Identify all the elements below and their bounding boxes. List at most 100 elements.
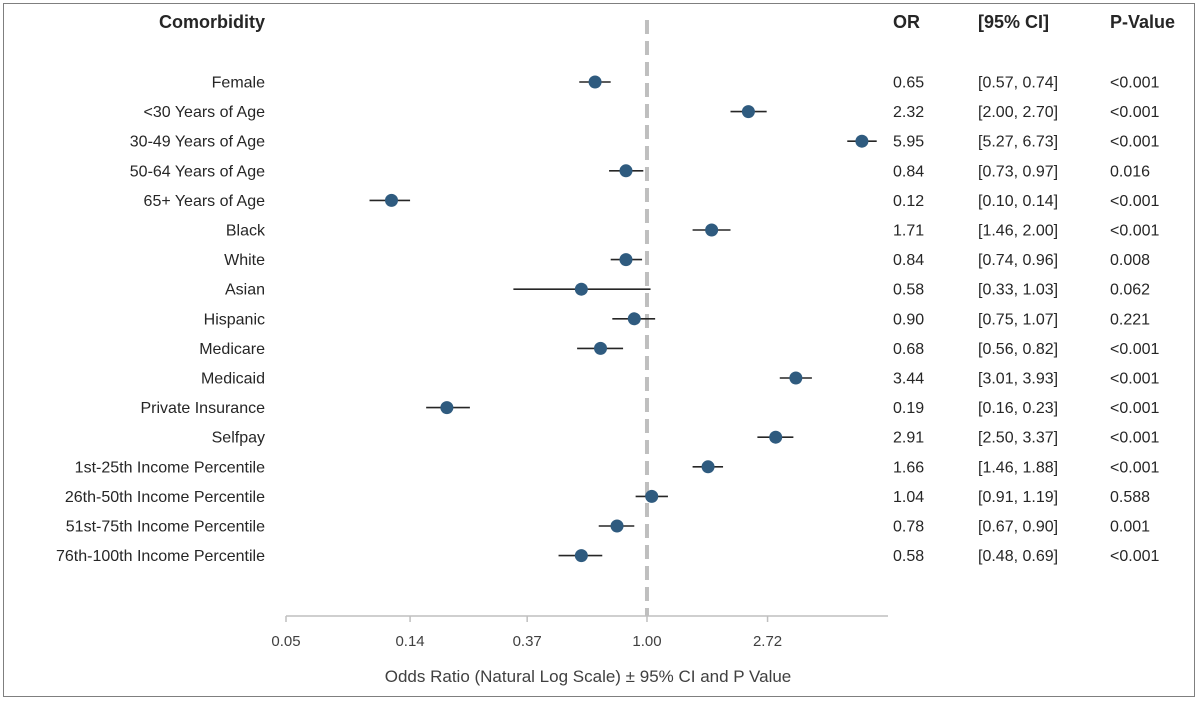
- x-tick-label: 0.14: [395, 633, 424, 650]
- row-label: 30-49 Years of Age: [130, 134, 265, 151]
- or-point: [741, 105, 755, 119]
- p-value: 0.588: [1110, 489, 1150, 506]
- p-value: <0.001: [1110, 104, 1159, 121]
- ci-value: [0.57, 0.74]: [978, 75, 1058, 92]
- x-tick-label: 2.72: [753, 633, 782, 650]
- forest-row: 76th-100th Income Percentile 0.58 [0.48, 0…: [56, 548, 1160, 565]
- row-label: 51st-75th Income Percentile: [66, 519, 265, 536]
- or-point: [619, 253, 633, 267]
- forest-row: Private Insurance 0.19 [0.16, 0.23] <0.001: [140, 400, 1159, 417]
- or-point: [855, 134, 869, 148]
- forest-row: Medicaid 3.44 [3.01, 3.93] <0.001: [201, 371, 1160, 388]
- or-point: [594, 341, 608, 355]
- p-value: 0.008: [1110, 252, 1150, 269]
- ci-value: [0.10, 0.14]: [978, 193, 1058, 210]
- forest-row: 51st-75th Income Percentile 0.78 [0.67, 0.…: [66, 519, 1150, 536]
- forest-row: 65+ Years of Age 0.12 [0.10, 0.14] <0.001: [144, 193, 1160, 210]
- or-value: 3.44: [893, 371, 924, 388]
- or-value: 0.58: [893, 548, 924, 565]
- ci-value: [0.74, 0.96]: [978, 252, 1058, 269]
- or-point: [645, 489, 659, 503]
- or-point: [619, 164, 633, 178]
- or-value: 1.66: [893, 459, 924, 476]
- or-point: [627, 312, 641, 326]
- header-p-value: P-Value: [1110, 12, 1175, 32]
- or-value: 0.58: [893, 282, 924, 299]
- or-point: [574, 549, 588, 563]
- row-label: Black: [226, 223, 266, 240]
- or-value: 0.19: [893, 400, 924, 417]
- p-value: <0.001: [1110, 75, 1159, 92]
- forest-row: Asian 0.58 [0.33, 1.03] 0.062: [225, 282, 1150, 299]
- or-value: 2.91: [893, 430, 924, 447]
- forest-row: Black 1.71 [1.46, 2.00] <0.001: [226, 223, 1160, 240]
- ci-value: [0.33, 1.03]: [978, 282, 1058, 299]
- forest-row: 30-49 Years of Age 5.95 [5.27, 6.73] <0.001: [130, 134, 1160, 151]
- row-label: 1st-25th Income Percentile: [75, 459, 265, 476]
- ci-value: [0.91, 1.19]: [978, 489, 1058, 506]
- or-value: 0.78: [893, 519, 924, 536]
- row-label: <30 Years of Age: [144, 104, 266, 121]
- or-value: 2.32: [893, 104, 924, 121]
- forest-row: Hispanic 0.90 [0.75, 1.07] 0.221: [204, 311, 1151, 328]
- ci-value: [1.46, 1.88]: [978, 459, 1058, 476]
- p-value: <0.001: [1110, 341, 1159, 358]
- p-value: <0.001: [1110, 459, 1159, 476]
- ci-value: [0.67, 0.90]: [978, 519, 1058, 536]
- ci-value: [0.48, 0.69]: [978, 548, 1058, 565]
- x-tick-label: 0.05: [271, 633, 300, 650]
- or-value: 0.68: [893, 341, 924, 358]
- or-value: 1.04: [893, 489, 924, 506]
- ci-value: [2.00, 2.70]: [978, 104, 1058, 121]
- ci-value: [5.27, 6.73]: [978, 134, 1058, 151]
- forest-row: 1st-25th Income Percentile 1.66 [1.46, 1.8…: [75, 459, 1160, 476]
- forest-row: Medicare 0.68 [0.56, 0.82] <0.001: [199, 341, 1159, 358]
- row-label: Medicare: [199, 341, 265, 358]
- or-value: 0.84: [893, 252, 924, 269]
- or-value: 0.84: [893, 163, 924, 180]
- row-label: Selfpay: [212, 430, 265, 447]
- forest-row: <30 Years of Age 2.32 [2.00, 2.70] <0.001: [144, 104, 1160, 121]
- row-label: Medicaid: [201, 371, 265, 388]
- forest-row: Female 0.65 [0.57, 0.74] <0.001: [212, 75, 1160, 92]
- or-point: [440, 401, 454, 415]
- or-point: [701, 460, 715, 474]
- or-point: [769, 430, 783, 444]
- p-value: <0.001: [1110, 223, 1159, 240]
- or-point: [789, 371, 803, 385]
- p-value: 0.221: [1110, 311, 1150, 328]
- p-value: <0.001: [1110, 371, 1159, 388]
- or-value: 0.90: [893, 311, 924, 328]
- forest-row: White 0.84 [0.74, 0.96] 0.008: [224, 252, 1150, 269]
- x-axis-label: Odds Ratio (Natural Log Scale) ± 95% CI …: [385, 667, 792, 686]
- header-or: OR: [893, 12, 920, 32]
- row-label: Hispanic: [204, 311, 265, 328]
- or-point: [574, 282, 588, 296]
- ci-value: [0.73, 0.97]: [978, 163, 1058, 180]
- p-value: 0.062: [1110, 282, 1150, 299]
- ci-value: [0.56, 0.82]: [978, 341, 1058, 358]
- forest-row: 50-64 Years of Age 0.84 [0.73, 0.97] 0.016: [130, 163, 1150, 180]
- or-value: 0.65: [893, 75, 924, 92]
- row-label: 76th-100th Income Percentile: [56, 548, 265, 565]
- forest-row: Selfpay 2.91 [2.50, 3.37] <0.001: [212, 430, 1160, 447]
- p-value: <0.001: [1110, 193, 1159, 210]
- ci-value: [1.46, 2.00]: [978, 223, 1058, 240]
- forest-row: 26th-50th Income Percentile 1.04 [0.91, 1.…: [65, 489, 1150, 506]
- ci-value: [0.16, 0.23]: [978, 400, 1058, 417]
- p-value: <0.001: [1110, 430, 1159, 447]
- or-value: 5.95: [893, 134, 924, 151]
- ci-value: [3.01, 3.93]: [978, 371, 1058, 388]
- row-label: 65+ Years of Age: [144, 193, 266, 210]
- or-point: [705, 223, 719, 237]
- or-point: [384, 193, 398, 207]
- p-value: 0.016: [1110, 163, 1150, 180]
- x-tick-label: 1.00: [632, 633, 661, 650]
- ci-value: [0.75, 1.07]: [978, 311, 1058, 328]
- row-label: 50-64 Years of Age: [130, 163, 265, 180]
- row-label: White: [224, 252, 265, 269]
- header-comorbidity: Comorbidity: [159, 12, 265, 32]
- ci-value: [2.50, 3.37]: [978, 430, 1058, 447]
- x-tick-label: 0.37: [513, 633, 542, 650]
